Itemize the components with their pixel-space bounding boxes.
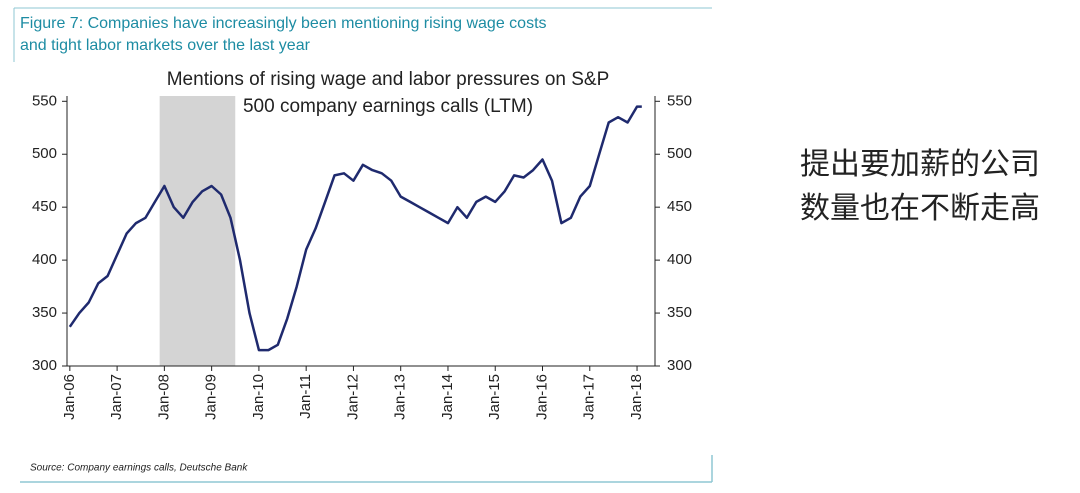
y2-tick-label: 500: [667, 145, 692, 162]
y2-tick-label: 450: [667, 198, 692, 215]
x-tick-label: Jan-13: [392, 374, 409, 420]
x-tick-label: Jan-15: [486, 374, 503, 420]
shaded-period: [159, 96, 236, 366]
x-tick-label: Jan-08: [155, 374, 172, 420]
x-tick-label: Jan-12: [344, 374, 361, 420]
y-tick-label: 500: [32, 145, 57, 162]
y-tick-label: 400: [32, 251, 57, 268]
x-tick-label: Jan-16: [533, 374, 550, 420]
data-line: [68, 105, 642, 352]
y-tick-label: 450: [32, 198, 57, 215]
x-tick-label: Jan-10: [250, 374, 267, 420]
y-tick-label: 350: [32, 304, 57, 321]
figure-title: Figure 7: Companies have increasingly be…: [20, 15, 547, 32]
chart-title: 500 company earnings calls (LTM): [243, 96, 533, 117]
y2-tick-label: 400: [667, 251, 692, 268]
figure-title: and tight labor markets over the last ye…: [20, 37, 311, 54]
y-tick-label: 550: [32, 92, 57, 109]
x-tick-label: Jan-11: [297, 374, 314, 419]
x-tick-label: Jan-17: [581, 374, 598, 420]
x-tick-label: Jan-06: [61, 374, 78, 420]
x-tick-label: Jan-07: [108, 374, 125, 420]
x-tick-label: Jan-14: [439, 374, 456, 420]
annotation: 提出要加薪的公司: [800, 148, 1040, 181]
y2-tick-label: 550: [667, 92, 692, 109]
chart-title: Mentions of rising wage and labor pressu…: [167, 69, 610, 90]
source: Source: Company earnings calls, Deutsche…: [30, 463, 248, 474]
x-tick-label: Jan-18: [628, 374, 645, 420]
x-tick-label: Jan-09: [203, 374, 220, 420]
y2-tick-label: 300: [667, 357, 692, 374]
y-tick-label: 300: [32, 357, 57, 374]
y2-tick-label: 350: [667, 304, 692, 321]
annotation: 数量也在不断走高: [800, 192, 1040, 225]
